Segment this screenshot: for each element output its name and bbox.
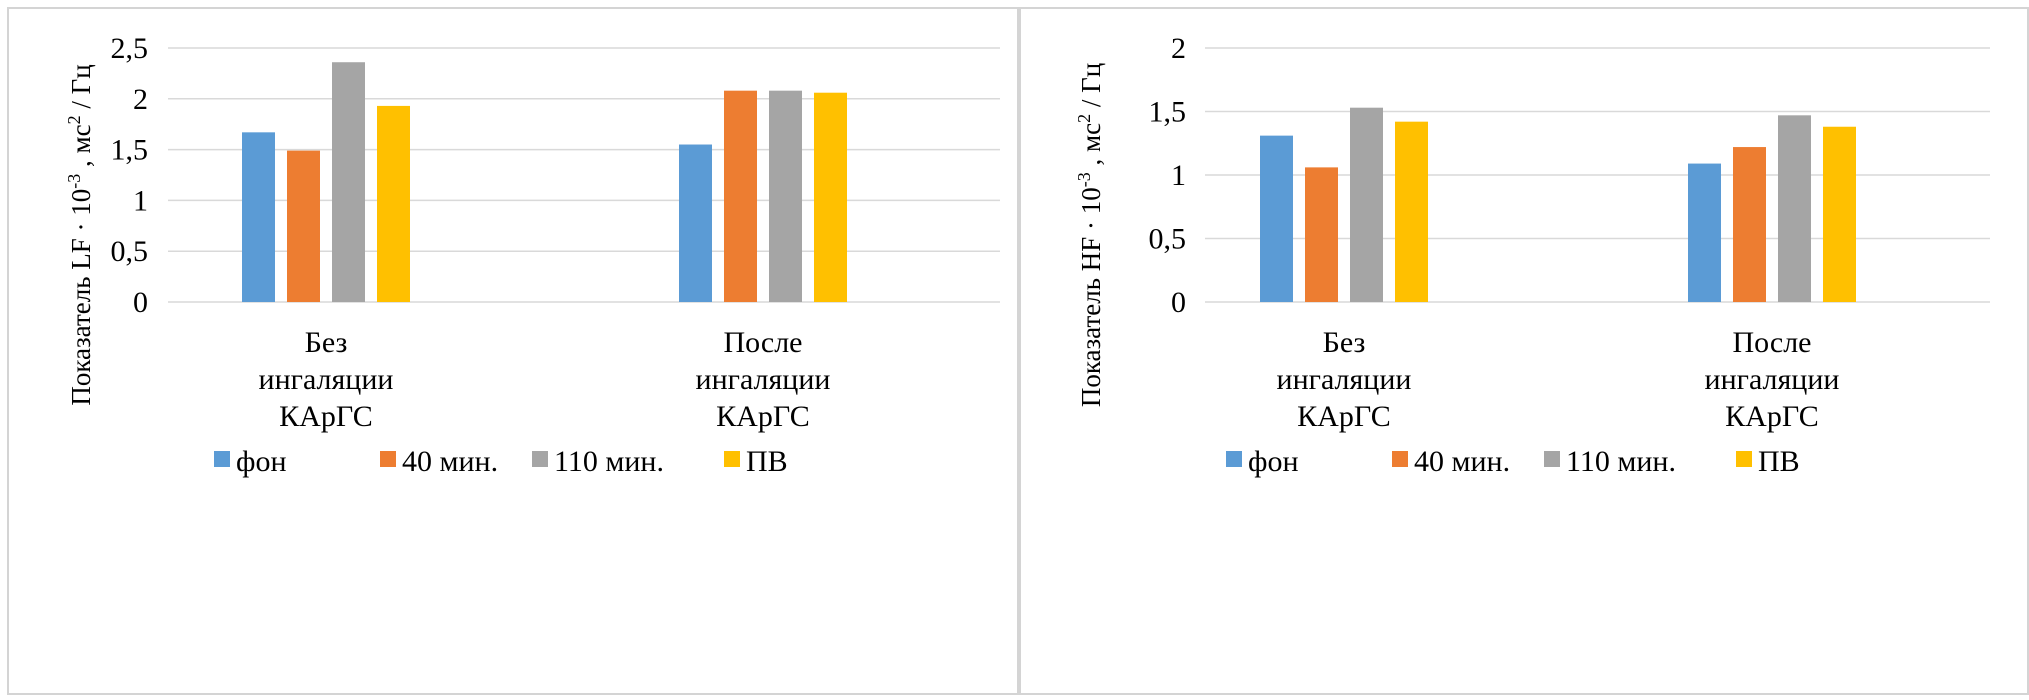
- x-category-label: После ингаляции КАрГС: [696, 326, 831, 433]
- y-axis-label: Показатель LF · 10-3 , мс2 / Гц: [64, 64, 96, 405]
- bar-3-group-2: [1778, 115, 1811, 302]
- bar-1-group-2: [1688, 163, 1721, 302]
- x-category-label: После ингаляции КАрГС: [1705, 326, 1840, 433]
- bar-4-group-2: [814, 92, 847, 302]
- bar-4-group-1: [377, 105, 410, 302]
- chart-panel-1: 0 0,5 1 1,5 2 2,5 Показатель LF · 10-3 , мс2 /…: [7, 7, 1019, 695]
- bar-1-group-1: [242, 132, 275, 302]
- bar-2-group-2: [1733, 147, 1766, 302]
- legend-swatch: [1226, 451, 1242, 467]
- y-tick-label: 0,5: [111, 235, 149, 268]
- legend-label: 110 мин.: [1566, 445, 1676, 478]
- y-tick-label: 1,5: [1149, 96, 1187, 129]
- legend-swatch: [1544, 451, 1560, 467]
- legend-swatch: [532, 451, 548, 467]
- legend-label: фон: [236, 445, 287, 478]
- x-category-label: Без ингаляции КАрГС: [1277, 326, 1412, 433]
- chart-frame: [1019, 7, 2029, 695]
- legend-swatch: [724, 451, 740, 467]
- legend-label: ПВ: [746, 445, 788, 478]
- legend-label: 110 мин.: [554, 445, 664, 478]
- bar-3-group-1: [332, 62, 365, 302]
- y-tick-label: 0: [1171, 286, 1186, 319]
- bar-1-group-1: [1260, 135, 1293, 302]
- legend-swatch: [380, 451, 396, 467]
- bar-3-group-1: [1350, 107, 1383, 302]
- y-tick-label: 1: [133, 184, 148, 217]
- y-tick-label: 2: [133, 83, 148, 116]
- bar-2-group-1: [287, 150, 320, 302]
- bar-2-group-1: [1305, 167, 1338, 302]
- chart-panel-2: 0 0,5 1 1,5 2 Показатель HF · 10-3 , мс2 / Гц…: [1019, 7, 2029, 695]
- y-tick-label: 1: [1171, 159, 1186, 192]
- chart-frame: [7, 7, 1019, 695]
- bar-4-group-2: [1823, 126, 1856, 303]
- y-tick-label: 0: [133, 286, 148, 319]
- legend-label: 40 мин.: [402, 445, 498, 478]
- y-tick-label: 2,5: [111, 32, 149, 65]
- x-category-label: Без ингаляции КАрГС: [259, 326, 394, 433]
- y-tick-label: 1,5: [111, 134, 149, 167]
- bar-3-group-2: [769, 90, 802, 302]
- bar-4-group-1: [1395, 121, 1428, 302]
- legend-swatch: [214, 451, 230, 467]
- y-tick-label: 0,5: [1149, 223, 1187, 256]
- y-tick-label: 2: [1171, 32, 1186, 65]
- bar-2-group-2: [724, 90, 757, 302]
- legend-label: фон: [1248, 445, 1299, 478]
- legend-label: 40 мин.: [1414, 445, 1510, 478]
- bar-1-group-2: [679, 144, 712, 302]
- legend-label: ПВ: [1758, 445, 1800, 478]
- legend-swatch: [1736, 451, 1752, 467]
- y-axis-label: Показатель HF · 10-3 , мс2 / Гц: [1074, 63, 1106, 407]
- legend-swatch: [1392, 451, 1408, 467]
